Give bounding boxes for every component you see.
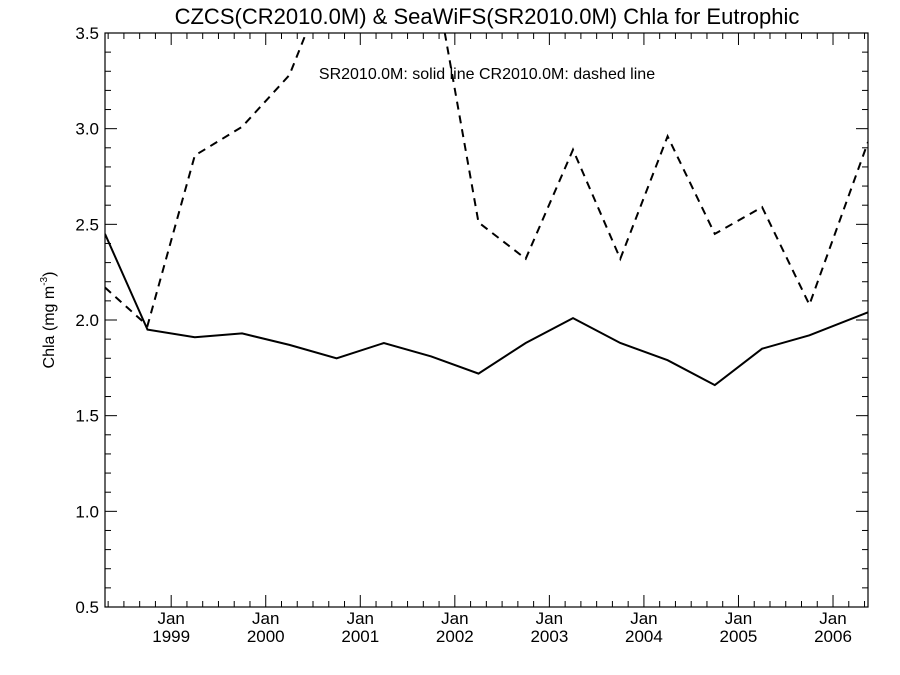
x-tick-year-label: 2001 xyxy=(341,627,379,646)
y-axis: 0.5 1.0 1.5 2.0 2.5 3.0 3.5 xyxy=(75,24,868,617)
plot-frame xyxy=(104,32,869,608)
legend-text: SR2010.0M: solid line CR2010.0M: dashed … xyxy=(319,66,655,83)
x-tick-year-label: 2002 xyxy=(436,627,474,646)
y-axis-label: Chla (mg m-3) xyxy=(39,272,58,369)
x-tick-year-label: 2004 xyxy=(625,627,663,646)
x-axis: Jan1999Jan2000Jan2001Jan2002Jan2003Jan20… xyxy=(107,33,866,646)
x-tick-month-label: Jan xyxy=(725,609,752,628)
y-axis-label-close: ) xyxy=(41,272,58,277)
x-tick-year-label: 2000 xyxy=(247,627,285,646)
y-axis-label-main: Chla (mg m xyxy=(41,286,58,369)
y-tick-label: 0.5 xyxy=(75,598,99,617)
x-tick-month-label: Jan xyxy=(157,609,184,628)
y-tick-label: 3.5 xyxy=(75,24,99,43)
plot-border xyxy=(104,32,869,608)
x-tick-month-label: Jan xyxy=(630,609,657,628)
x-tick-month-label: Jan xyxy=(252,609,279,628)
series-line-sr2010-0m xyxy=(105,233,868,387)
x-tick-year-label: 2006 xyxy=(814,627,852,646)
x-tick-month-label: Jan xyxy=(819,609,846,628)
x-tick-month-label: Jan xyxy=(347,609,374,628)
x-tick-year-label: 2003 xyxy=(530,627,568,646)
y-tick-label: 1.5 xyxy=(75,407,99,426)
y-tick-label: 1.0 xyxy=(75,502,99,521)
x-tick-year-label: 2005 xyxy=(720,627,758,646)
y-tick-label: 2.5 xyxy=(75,215,99,234)
y-axis-label-superscript: -3 xyxy=(39,276,50,285)
series-layer xyxy=(105,33,868,387)
chart-title: CZCS(CR2010.0M) & SeaWiFS(SR2010.0M) Chl… xyxy=(175,4,800,29)
y-tick-label: 2.0 xyxy=(75,311,99,330)
y-tick-label: 3.0 xyxy=(75,120,99,139)
x-tick-month-label: Jan xyxy=(536,609,563,628)
x-tick-month-label: Jan xyxy=(441,609,468,628)
x-tick-year-label: 1999 xyxy=(152,627,190,646)
series-line-cr2010-0m xyxy=(105,33,868,328)
